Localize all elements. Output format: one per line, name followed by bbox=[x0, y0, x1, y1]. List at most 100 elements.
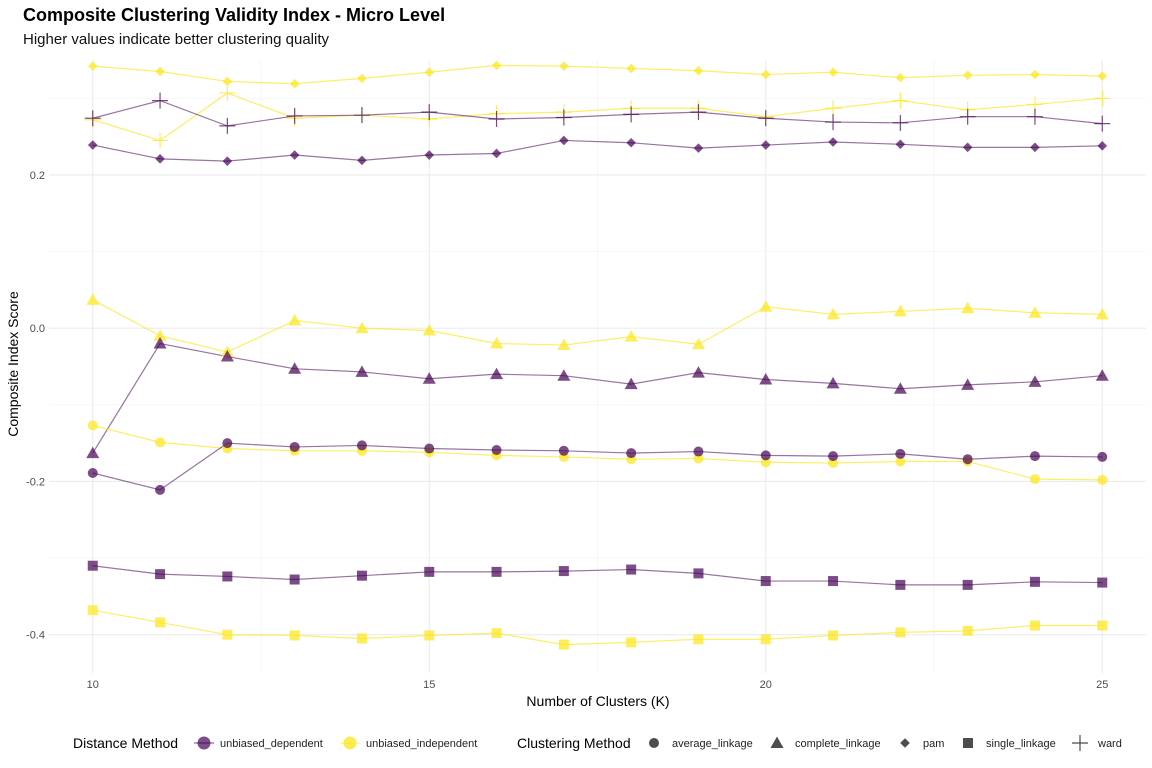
data-point bbox=[760, 69, 771, 80]
data-point bbox=[961, 378, 975, 390]
data-point bbox=[1094, 115, 1111, 132]
data-point bbox=[826, 376, 840, 389]
data-point bbox=[892, 114, 909, 131]
data-point bbox=[356, 633, 367, 644]
data-point bbox=[759, 300, 773, 312]
y-axis-label: Composite Index Score bbox=[5, 291, 21, 437]
data-point bbox=[893, 304, 907, 317]
data-point bbox=[491, 628, 502, 639]
data-point bbox=[626, 137, 636, 148]
data-point bbox=[1097, 474, 1108, 485]
legend-label-ward: ward bbox=[1097, 738, 1122, 750]
legend-label-average_linkage: average_linkage bbox=[672, 738, 753, 750]
data-point bbox=[558, 566, 569, 577]
series-markers-unbiased_dependent-complete_linkage bbox=[86, 337, 1109, 459]
data-point bbox=[87, 420, 98, 431]
data-point bbox=[219, 84, 236, 101]
data-point bbox=[355, 365, 369, 377]
legend-key-complete_linkage bbox=[770, 736, 784, 748]
series-markers-unbiased_dependent-average_linkage bbox=[87, 438, 1108, 495]
y-axis-ticks: -0.4 -0.2 0.0 0.2 bbox=[26, 170, 45, 642]
data-point bbox=[693, 143, 704, 153]
data-point bbox=[895, 579, 906, 590]
data-point bbox=[555, 109, 572, 126]
plot-area bbox=[49, 60, 1146, 673]
data-point bbox=[693, 446, 704, 457]
data-point bbox=[1094, 90, 1111, 107]
data-point bbox=[693, 453, 704, 464]
legend-key-unbiased_dependent bbox=[197, 736, 211, 750]
data-point bbox=[691, 337, 705, 350]
data-point bbox=[86, 446, 100, 459]
legend-label-unbiased_independent: unbiased_independent bbox=[366, 738, 477, 750]
data-point bbox=[222, 76, 233, 87]
data-point bbox=[222, 629, 233, 640]
data-point bbox=[962, 579, 973, 590]
data-point bbox=[356, 570, 367, 581]
data-point bbox=[491, 445, 502, 456]
data-point bbox=[626, 448, 637, 459]
series-markers-unbiased_dependent-single_linkage bbox=[87, 560, 1108, 590]
data-point bbox=[623, 106, 640, 123]
legend-title-distance: Distance Method bbox=[73, 735, 178, 751]
data-point bbox=[155, 437, 166, 448]
y-tick-label: -0.2 bbox=[26, 476, 45, 488]
data-point bbox=[759, 373, 773, 385]
data-point bbox=[155, 569, 166, 580]
chart-subtitle: Higher values indicate better clustering… bbox=[23, 31, 329, 48]
data-point bbox=[760, 450, 771, 461]
data-point bbox=[222, 156, 233, 166]
data-point bbox=[1029, 620, 1040, 631]
x-tick-label: 20 bbox=[760, 679, 772, 691]
data-point bbox=[892, 92, 909, 109]
data-point bbox=[153, 337, 167, 349]
data-point bbox=[155, 154, 165, 164]
data-point bbox=[893, 382, 907, 394]
data-point bbox=[895, 139, 906, 150]
data-point bbox=[828, 576, 839, 587]
data-point bbox=[624, 330, 638, 342]
x-axis-ticks: 10 15 20 25 bbox=[87, 679, 1109, 691]
data-point bbox=[1028, 306, 1042, 318]
data-point bbox=[559, 135, 569, 146]
data-point bbox=[760, 457, 771, 468]
data-point bbox=[220, 350, 234, 362]
data-point bbox=[1097, 620, 1108, 631]
data-point bbox=[491, 566, 502, 577]
data-point bbox=[488, 111, 505, 128]
data-point bbox=[557, 369, 571, 381]
data-point bbox=[961, 301, 975, 314]
legend-label-pam: pam bbox=[923, 738, 944, 750]
data-point bbox=[962, 454, 973, 465]
data-point bbox=[424, 443, 435, 454]
data-point bbox=[219, 117, 236, 134]
data-point bbox=[760, 634, 771, 645]
series-markers-unbiased_independent-single_linkage bbox=[87, 605, 1108, 650]
data-point bbox=[1029, 576, 1040, 587]
legend-distance-items: unbiased_dependent unbiased_independent bbox=[194, 736, 477, 750]
data-point bbox=[490, 367, 504, 380]
data-point bbox=[87, 560, 98, 571]
series-markers-unbiased_dependent-pam bbox=[87, 135, 1108, 166]
data-point bbox=[87, 468, 98, 479]
legend-key-single_linkage bbox=[963, 738, 973, 748]
data-point bbox=[289, 574, 300, 585]
series-line-unbiased_dependent-average_linkage bbox=[92, 442, 1103, 491]
legend-key-unbiased_independent bbox=[343, 736, 357, 750]
data-point bbox=[424, 150, 435, 160]
data-point bbox=[690, 104, 707, 121]
data-point bbox=[1095, 369, 1109, 381]
series-points bbox=[84, 60, 1111, 650]
data-point bbox=[825, 100, 842, 117]
grid bbox=[49, 60, 1146, 673]
y-tick-label: 0.0 bbox=[30, 323, 45, 335]
data-point bbox=[693, 634, 704, 645]
data-point bbox=[760, 576, 771, 587]
data-point bbox=[84, 110, 101, 127]
x-axis-label: Number of Clusters (K) bbox=[526, 693, 669, 709]
chart-title: Composite Clustering Validity Index - Mi… bbox=[23, 5, 445, 25]
data-point bbox=[1029, 451, 1040, 462]
data-point bbox=[1029, 474, 1040, 485]
data-point bbox=[557, 338, 571, 351]
